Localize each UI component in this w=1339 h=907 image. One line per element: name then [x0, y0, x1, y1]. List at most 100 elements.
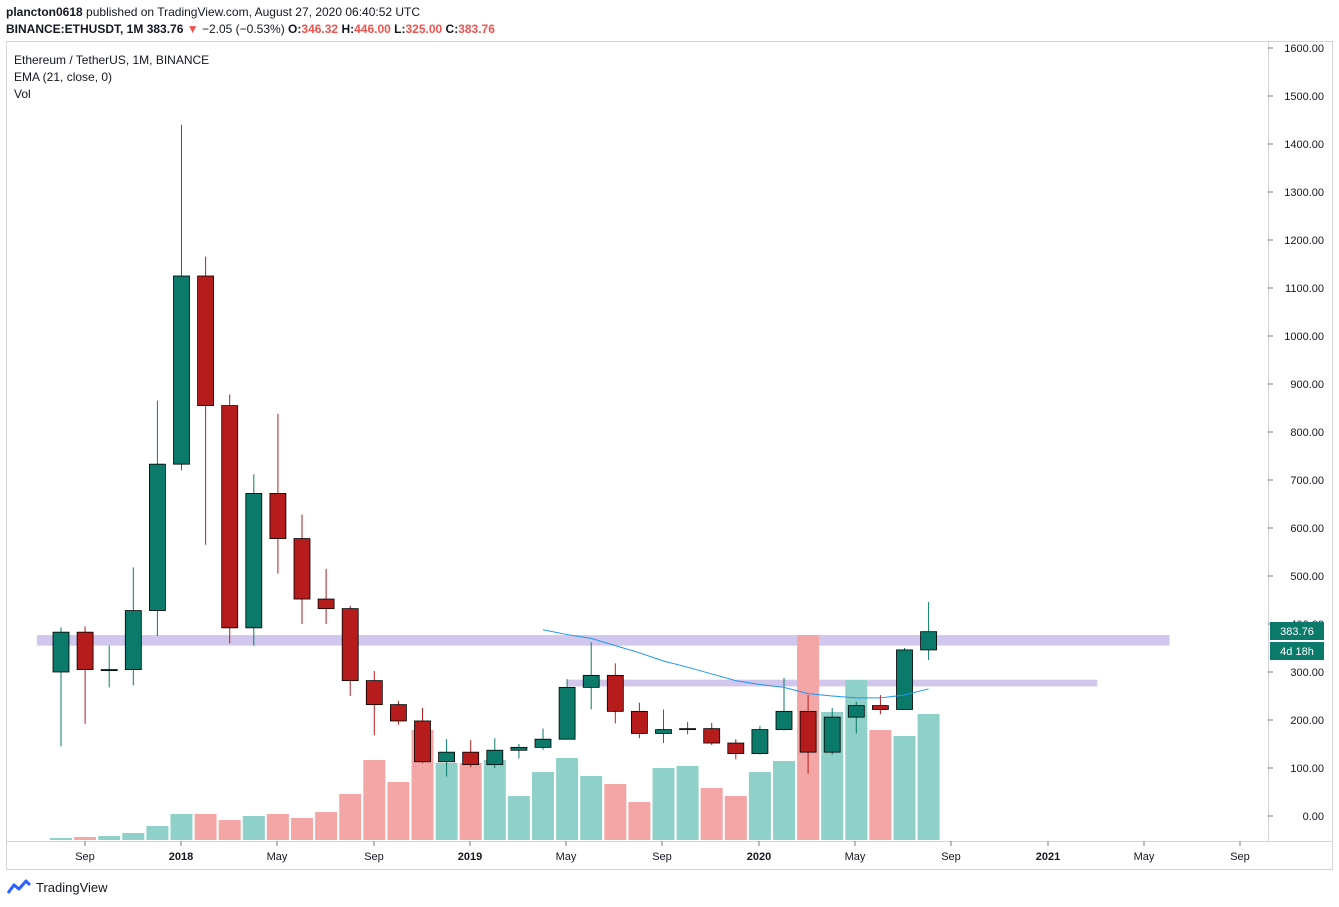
price-change: −2.05 (−0.53%) — [201, 22, 285, 36]
candle-body — [221, 405, 239, 629]
volume-bar — [98, 836, 121, 840]
y-tick-label: 1000.00 — [1284, 331, 1324, 343]
candle-body — [245, 493, 263, 629]
countdown-badge-bg — [1270, 642, 1324, 660]
last-price: 383.76 — [146, 22, 184, 36]
volume-bar — [194, 814, 217, 840]
candle-body — [100, 669, 118, 671]
candle-body — [558, 686, 576, 740]
volume-bar — [74, 837, 97, 840]
y-tick-label: 800.00 — [1290, 427, 1324, 439]
volume-bar — [363, 760, 386, 840]
y-tick-label: 1300.00 — [1284, 187, 1324, 199]
volume-bar — [291, 818, 313, 840]
down-arrow-icon: ▼ — [186, 22, 199, 36]
zone-band-0 — [36, 635, 1170, 646]
candle-body — [823, 716, 841, 753]
volume-bar — [893, 736, 916, 840]
publisher-name: plancton0618 — [6, 5, 83, 19]
x-tick-label: 2021 — [1036, 851, 1060, 863]
volume-bar — [218, 820, 241, 840]
candle-body — [606, 674, 624, 712]
candle-body — [486, 749, 504, 766]
publisher-line: plancton0618 published on TradingView.co… — [6, 4, 495, 21]
y-tick-label: 1500.00 — [1284, 91, 1324, 103]
candle-body — [872, 705, 889, 710]
volume-bar — [604, 784, 627, 840]
y-tick-label: 0.00 — [1303, 811, 1324, 823]
x-tick-label: Sep — [75, 851, 95, 863]
price-badge-bg — [1270, 622, 1324, 640]
candle-body — [655, 729, 672, 734]
volume-bar — [628, 802, 651, 840]
legend-title: Ethereum / TetherUS, 1M, BINANCE — [14, 53, 210, 67]
volume-bar — [845, 680, 868, 840]
candle-body — [52, 631, 70, 673]
countdown-badge-value: 4d 18h — [1280, 646, 1314, 658]
volume-bar — [917, 714, 940, 840]
volume-bar — [266, 814, 289, 840]
candle-body — [173, 275, 190, 465]
candle-body — [317, 598, 335, 610]
volume-bar — [700, 788, 723, 840]
candle-body — [510, 746, 528, 751]
volume-bar — [435, 763, 458, 840]
candle-body — [365, 680, 383, 706]
close-value: 383.76 — [458, 22, 495, 36]
candle-body — [799, 710, 817, 753]
volume-bar — [676, 766, 699, 840]
candle-body — [414, 720, 431, 763]
candle-body — [751, 729, 769, 754]
volume-bar — [387, 782, 410, 840]
volume-bar — [652, 768, 675, 840]
price-axis[interactable]: 1600.00 1500.00 1400.00 1300.00 1200.00 1100.… — [1268, 43, 1324, 823]
volume-bar — [748, 772, 771, 840]
candle-body — [534, 738, 552, 748]
y-tick-label: 1400.00 — [1284, 139, 1324, 151]
candle-body — [847, 705, 865, 718]
volume-bar — [122, 833, 145, 840]
symbol-name: BINANCE:ETHUSDT, 1M — [6, 22, 144, 36]
volume-bar — [459, 763, 482, 840]
zone-band-1 — [567, 679, 1098, 687]
volume-bar — [580, 776, 603, 840]
volume-bar — [242, 816, 265, 840]
x-tick-label: 2019 — [458, 851, 482, 863]
x-tick-label: 2018 — [169, 851, 193, 863]
legend-ema: EMA (21, close, 0) — [14, 70, 113, 84]
candle-body — [631, 710, 648, 734]
time-axis[interactable]: Sep 2018 May Sep 2019 May Sep 2020 May Sep 2021 May… — [75, 841, 1250, 863]
candle-body — [148, 463, 166, 611]
candle-body — [438, 751, 456, 763]
y-tick-label: 1100.00 — [1285, 283, 1324, 295]
chart-legend: Ethereum / TetherUS, 1M, BINANCE EMA (21… — [14, 52, 209, 103]
candle-body — [582, 674, 600, 688]
y-tick-label: 700.00 — [1290, 475, 1324, 487]
y-tick-label: 300.00 — [1290, 667, 1324, 679]
low-label: L: — [394, 22, 406, 36]
y-tick-label: 1600.00 — [1284, 43, 1324, 55]
candle-body — [269, 493, 287, 539]
footer-brand: TradingView — [36, 879, 108, 895]
x-tick-label: Sep — [652, 851, 672, 863]
ema-21-line — [542, 629, 929, 699]
x-tick-label: May — [267, 851, 288, 863]
time-axis-frame — [6, 841, 1333, 870]
volume-bar — [170, 814, 193, 840]
candle-body — [389, 704, 407, 722]
volume-bar — [869, 730, 892, 840]
open-label: O: — [288, 22, 302, 36]
volume-bar — [773, 761, 795, 840]
volume-bar — [532, 772, 554, 840]
x-tick-label: May — [556, 851, 577, 863]
volume-bar — [146, 826, 169, 840]
volume-bar — [507, 796, 530, 840]
y-tick-label: 500.00 — [1290, 571, 1324, 583]
y-tick-label: 900.00 — [1290, 379, 1324, 391]
published-text: published on TradingView.com, August 27,… — [86, 5, 421, 19]
publish-header: plancton0618 published on TradingView.co… — [6, 4, 495, 38]
tradingview-footer[interactable]: TradingView — [6, 879, 108, 895]
x-tick-label: Sep — [1230, 851, 1250, 863]
close-label: C: — [445, 22, 459, 36]
